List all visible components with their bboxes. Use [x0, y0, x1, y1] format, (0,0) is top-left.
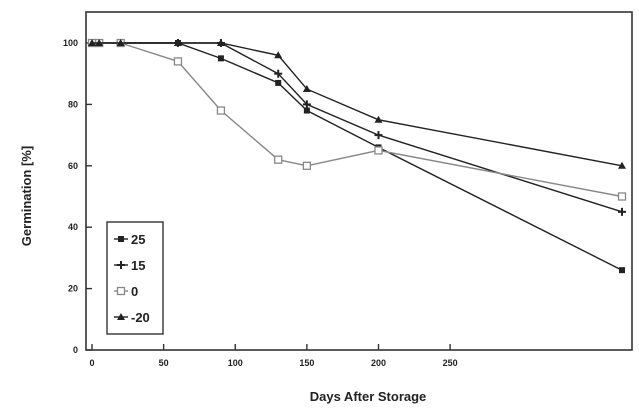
- data-point: [302, 100, 311, 109]
- legend-marker: [118, 236, 124, 242]
- data-point: [95, 39, 104, 46]
- data-point: [216, 106, 226, 115]
- data-point: [302, 161, 312, 170]
- data-point: [217, 55, 224, 62]
- series-2: [87, 38, 627, 201]
- data-point: [618, 207, 626, 216]
- data-point: [275, 79, 282, 86]
- legend-box: [106, 221, 164, 335]
- legend-item: 25: [114, 232, 145, 247]
- legend-item: 15: [114, 258, 145, 273]
- series-0: [89, 40, 625, 274]
- series-line: [92, 42, 623, 213]
- x-tick-label: 50: [159, 358, 169, 368]
- y-tick-label: 100: [63, 38, 78, 48]
- legend-marker: [116, 286, 126, 296]
- series-1: [88, 39, 626, 216]
- legend-label: 0: [131, 284, 138, 299]
- data-point: [216, 39, 225, 46]
- data-point: [173, 57, 183, 66]
- legend-item: 0: [114, 284, 138, 299]
- data-point: [618, 161, 626, 169]
- data-point: [374, 146, 383, 155]
- data-point: [303, 107, 310, 114]
- series-line: [92, 42, 623, 271]
- x-tick-label: 250: [443, 358, 458, 368]
- x-axis-title: Days After Storage: [310, 389, 427, 404]
- x-tick-label: 100: [228, 358, 243, 368]
- data-point: [374, 131, 383, 140]
- y-tick-label: 80: [68, 99, 78, 109]
- legend: 25 15 0 -20: [106, 221, 164, 335]
- legend-item: -20: [114, 310, 150, 325]
- series-line: [92, 42, 623, 198]
- y-axis-title: Germination [%]: [19, 146, 34, 246]
- data-point: [274, 69, 283, 78]
- series-layer: [87, 38, 627, 274]
- data-point: [619, 267, 625, 274]
- legend-marker: [117, 313, 125, 320]
- series-3: [88, 39, 626, 169]
- y-tick-label: 0: [73, 345, 78, 355]
- legend-label: 15: [131, 258, 145, 273]
- data-point: [617, 192, 627, 201]
- data-point: [374, 115, 383, 123]
- plot-frame: [85, 11, 633, 351]
- data-point: [88, 39, 96, 46]
- y-tick-label: 60: [68, 161, 78, 171]
- legend-label: 25: [131, 232, 145, 247]
- data-point: [274, 51, 283, 59]
- data-point: [116, 39, 125, 46]
- series-line: [92, 42, 623, 167]
- x-tick-label: 0: [89, 358, 94, 368]
- x-tick-label: 150: [299, 358, 314, 368]
- legend-marker: [117, 261, 125, 269]
- x-tick-label: 200: [371, 358, 386, 368]
- y-tick-label: 20: [68, 284, 78, 294]
- data-point: [173, 39, 182, 46]
- y-tick-label: 40: [68, 222, 78, 232]
- legend-label: -20: [131, 310, 150, 325]
- data-point: [302, 85, 311, 93]
- data-point: [274, 155, 283, 164]
